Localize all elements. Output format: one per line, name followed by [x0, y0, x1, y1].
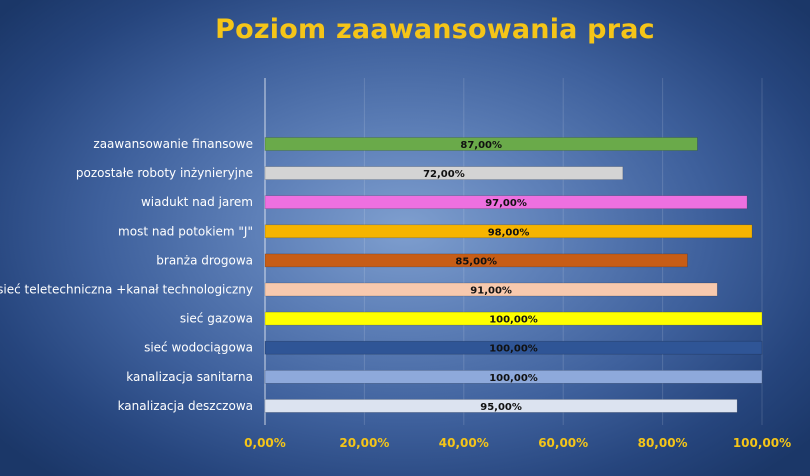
- data-label: 95,00%: [480, 402, 522, 413]
- x-tick-label: 60,00%: [538, 436, 588, 450]
- x-tick-label: 0,00%: [244, 436, 286, 450]
- category-label: sieć wodociągowa: [144, 341, 253, 355]
- x-tick-label: 80,00%: [638, 436, 688, 450]
- data-label: 100,00%: [489, 344, 538, 355]
- bar: [264, 369, 763, 384]
- category-label: pozostałe roboty inżynieryjne: [76, 166, 253, 180]
- category-label: branża drogowa: [156, 253, 253, 267]
- x-tick-label: 20,00%: [339, 436, 389, 450]
- grid-lines: [264, 78, 763, 425]
- category-label: zaawansowanie finansowe: [93, 137, 253, 151]
- bar: [264, 340, 763, 355]
- data-label: 100,00%: [489, 315, 538, 326]
- x-tick-label: 40,00%: [439, 436, 489, 450]
- data-label: 87,00%: [460, 140, 502, 151]
- bars: [264, 137, 763, 413]
- bar: [264, 311, 763, 326]
- bar: [264, 166, 624, 180]
- data-label: 91,00%: [470, 286, 512, 297]
- bar: [264, 137, 698, 151]
- data-label: 85,00%: [455, 256, 497, 267]
- labels: 0,00% 20,00% 40,00% 60,00% 80,00% 100,00% zaaw…: [0, 137, 791, 450]
- bar: [264, 224, 753, 239]
- category-label: sieć gazowa: [180, 312, 253, 326]
- category-label: kanalizacja sanitarna: [126, 370, 253, 384]
- bar: [264, 282, 718, 297]
- bar: [264, 253, 688, 268]
- x-tick-label: 100,00%: [733, 436, 791, 450]
- data-label: 72,00%: [423, 169, 465, 180]
- data-label: 98,00%: [488, 227, 530, 238]
- data-label: 100,00%: [489, 373, 538, 384]
- category-label: most nad potokiem "J": [118, 224, 253, 238]
- chart-title: Poziom zaawansowania prac: [215, 14, 655, 45]
- category-label: kanalizacja deszczowa: [118, 399, 253, 413]
- category-label: wiadukt nad jarem: [141, 195, 253, 209]
- data-label: 97,00%: [485, 198, 527, 209]
- bar: [264, 195, 748, 209]
- category-label: sieć teletechniczna +kanał technologiczn…: [0, 283, 253, 297]
- bar: [264, 399, 738, 413]
